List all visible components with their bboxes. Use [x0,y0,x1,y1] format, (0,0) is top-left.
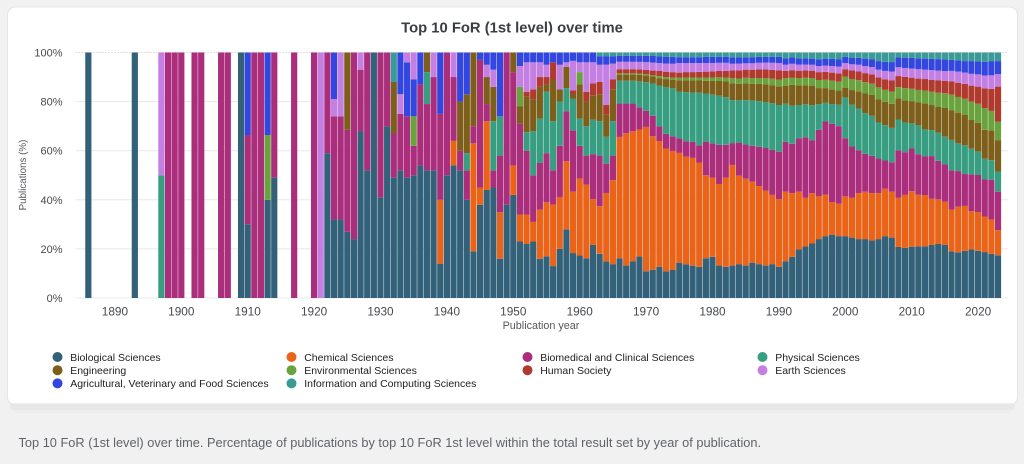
svg-text:Top 10 FoR (1st level) over ti: Top 10 FoR (1st level) over time. Percen… [19,435,762,450]
svg-text:1940: 1940 [434,305,461,319]
svg-text:20%: 20% [40,244,62,256]
svg-text:60%: 60% [40,146,62,158]
svg-text:1930: 1930 [367,305,394,319]
svg-text:1990: 1990 [766,305,793,319]
svg-text:1890: 1890 [102,305,129,319]
svg-text:2010: 2010 [899,305,926,319]
svg-text:Agricultural, Veterinary and F: Agricultural, Veterinary and Food Scienc… [70,378,268,390]
svg-text:Environmental Sciences: Environmental Sciences [304,365,417,377]
svg-text:0%: 0% [47,293,63,305]
svg-text:Publications (%): Publications (%) [18,140,29,211]
svg-text:1920: 1920 [301,305,328,319]
svg-text:100%: 100% [34,48,62,60]
svg-text:Top 10 FoR (1st level) over ti: Top 10 FoR (1st level) over time [401,21,623,37]
svg-text:1910: 1910 [235,305,262,319]
svg-text:2000: 2000 [832,305,859,319]
svg-text:Biological Sciences: Biological Sciences [70,352,160,364]
svg-text:Human Society: Human Society [540,365,612,377]
svg-text:1980: 1980 [699,305,726,319]
svg-text:2020: 2020 [965,305,992,319]
svg-text:1970: 1970 [633,305,660,319]
svg-text:Chemical Sciences: Chemical Sciences [304,352,393,364]
svg-text:1950: 1950 [500,305,527,319]
svg-text:Physical Sciences: Physical Sciences [775,352,860,364]
svg-text:1960: 1960 [567,305,594,319]
svg-text:Publication year: Publication year [503,320,580,332]
svg-text:Engineering: Engineering [70,365,126,377]
svg-text:80%: 80% [40,97,62,109]
svg-text:40%: 40% [40,195,62,207]
svg-text:1900: 1900 [168,305,195,319]
svg-text:Biomedical and Clinical Scienc: Biomedical and Clinical Sciences [540,352,694,364]
svg-text:Earth Sciences: Earth Sciences [775,365,846,377]
svg-text:Information and Computing Scie: Information and Computing Sciences [304,378,476,390]
